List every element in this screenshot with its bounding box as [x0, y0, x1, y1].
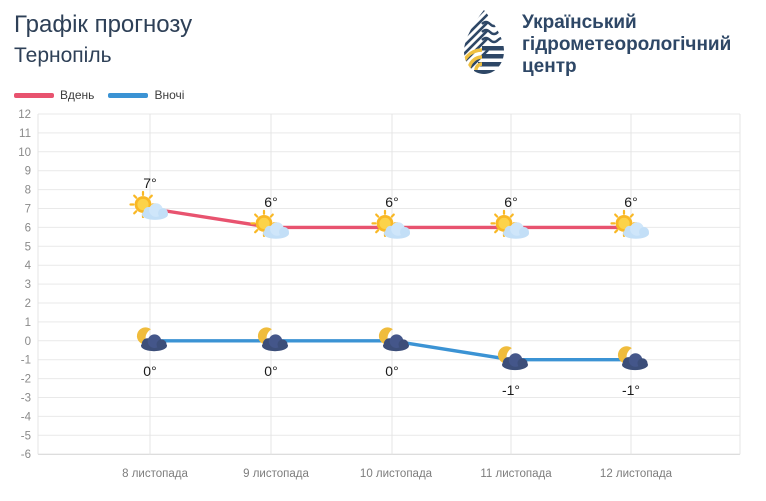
y-tick-label: -1: [21, 355, 31, 367]
chart-legend: Вдень Вночі: [14, 88, 184, 102]
day-value-label-0: 7°: [143, 175, 156, 191]
y-tick-label: 4: [25, 260, 32, 272]
page-title: Графік прогнозу: [14, 11, 193, 38]
horizontal-gridlines: [38, 113, 740, 455]
y-tick-label: 8: [25, 185, 31, 197]
legend-swatch-night-icon: [108, 92, 149, 98]
weather-icon-night-3[interactable]: [495, 343, 528, 371]
weather-icon-day-2[interactable]: [371, 209, 412, 240]
vertical-gridlines: [37, 114, 741, 455]
day-data-points: 7° 6° 6° 6° 6°: [129, 175, 651, 240]
y-tick-label: 12: [18, 109, 31, 121]
day-value-label-3: 6°: [504, 194, 517, 210]
location-subtitle: Тернопіль: [14, 44, 112, 67]
weather-icon-night-4[interactable]: [615, 343, 648, 371]
y-tick-label: 2: [25, 298, 31, 310]
y-tick-label: -4: [21, 411, 32, 423]
y-tick-label: -5: [21, 430, 31, 442]
night-value-label-4: -1°: [622, 382, 640, 398]
y-tick-label: -2: [21, 374, 31, 386]
x-tick-label: 8 листопада: [122, 468, 188, 480]
legend-item-day[interactable]: Вдень: [14, 88, 94, 102]
organization-logo: Український гідрометеорологічний центр: [458, 8, 731, 78]
legend-label-day: Вдень: [60, 88, 95, 102]
weather-icon-day-3[interactable]: [490, 209, 531, 240]
forecast-chart: 12 11 10 9 8 7 6 5 4 3 2 1 0 -1 -2 -3 -4…: [0, 105, 766, 501]
weather-icon-day-1[interactable]: [250, 209, 291, 240]
x-tick-label: 10 листопада: [360, 468, 433, 480]
x-tick-label: 11 листопада: [480, 468, 552, 480]
weather-icon-day-0[interactable]: [129, 190, 170, 221]
day-value-label-4: 6°: [624, 194, 637, 210]
legend-item-night[interactable]: Вночі: [108, 88, 184, 102]
y-tick-label: -6: [21, 449, 31, 461]
weather-icon-night-1[interactable]: [255, 324, 288, 352]
legend-label-night: Вночі: [154, 88, 185, 102]
logo-text-line-3: центр: [522, 56, 577, 77]
y-tick-label: 1: [25, 317, 31, 329]
weather-icon-night-2[interactable]: [376, 324, 409, 352]
night-data-points: 0° 0° 0° -1° -1°: [134, 324, 648, 398]
logo-text-line-1: Український: [522, 12, 637, 33]
y-tick-label: 6: [25, 222, 31, 234]
weather-icon-night-0[interactable]: [134, 324, 167, 352]
x-axis-ticks: 8 листопада 9 листопада 10 листопада 11 …: [122, 468, 673, 480]
day-value-label-1: 6°: [264, 194, 277, 210]
night-value-label-0: 0°: [143, 363, 156, 379]
day-value-label-2: 6°: [385, 194, 398, 210]
water-droplet-logo-icon: [464, 10, 504, 74]
y-tick-label: 9: [25, 166, 31, 178]
y-tick-label: 3: [25, 279, 31, 291]
y-tick-label: -3: [21, 393, 31, 405]
y-axis-ticks: 12 11 10 9 8 7 6 5 4 3 2 1 0 -1 -2 -3 -4…: [18, 109, 31, 461]
weather-icon-day-4[interactable]: [610, 209, 651, 240]
y-tick-label: 5: [25, 241, 31, 253]
legend-swatch-day-icon: [14, 92, 54, 98]
night-value-label-2: 0°: [385, 363, 398, 379]
night-value-label-1: 0°: [264, 363, 277, 379]
x-tick-label: 12 листопада: [600, 468, 673, 480]
title-block: Графік прогнозу Тернопіль: [14, 10, 192, 70]
chart-header: Графік прогнозу Тернопіль: [0, 0, 766, 95]
logo-text-line-2: гідрометеорологічний: [522, 34, 732, 55]
y-tick-label: 11: [19, 128, 31, 140]
x-tick-label: 9 листопада: [243, 468, 309, 480]
organization-logo-text: Український гідрометеорологічний центр: [522, 8, 731, 78]
y-tick-label: 0: [25, 336, 31, 348]
y-tick-label: 7: [25, 204, 31, 216]
y-tick-label: 10: [18, 147, 31, 159]
chart-canvas: 12 11 10 9 8 7 6 5 4 3 2 1 0 -1 -2 -3 -4…: [18, 109, 741, 480]
night-value-label-3: -1°: [502, 382, 520, 398]
